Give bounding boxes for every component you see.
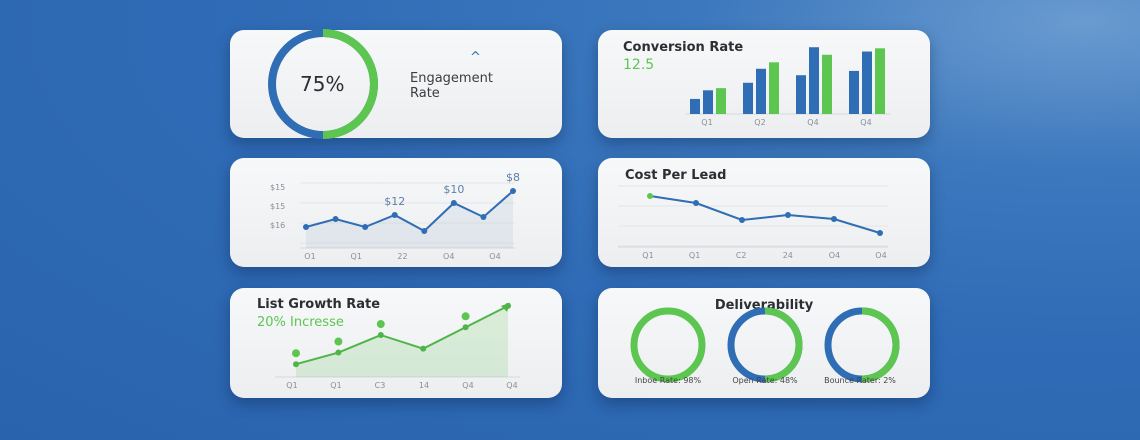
y-tick-label: $16 [270,221,285,230]
x-tick-label: Q2 [754,118,765,127]
data-point [335,349,342,356]
x-tick-label: Q4 [462,381,473,390]
x-tick-label: C2 [736,251,747,260]
data-point [877,230,883,236]
x-tick-label: O4 [443,252,454,261]
point-label: $8 [506,171,520,184]
x-tick-label: Q1 [286,381,297,390]
x-tick-label: Q1 [330,381,341,390]
cost-per-lead-card: Cost Per Lead Q1 Q1 C2 24 O4 O4 [598,158,930,267]
series-line [649,195,881,234]
ring-label: Open Rate: 48% [732,376,798,385]
list-growth-subtitle: 20% Incresse [257,315,344,330]
y-tick-label: $15 [270,183,285,192]
data-point [450,200,457,206]
ring-label: Bounce Rater: 2% [824,376,896,385]
revenue-card: O1 Q1 22 O4 O4 $15 $15 $16 $12 $10 $8 [230,158,562,267]
x-tick-label: 22 [397,252,407,261]
donut-green-segment [322,29,378,139]
bar [756,68,766,114]
point-label: $12 [384,195,405,208]
drop-icon [376,320,385,329]
x-tick-label: O1 [304,252,315,261]
data-point [293,361,299,368]
arrow-head-icon [501,302,510,312]
data-point [693,200,699,206]
data-point [421,228,428,234]
data-point [831,216,837,222]
deliverability-card: Deliverability Inboe Rate: 98% Open Rate… [598,288,930,398]
drop-icon [461,312,470,321]
data-point [391,212,398,218]
deliverability-rings [630,307,900,383]
x-tick-label: Q4 [860,118,871,127]
bar [690,98,700,114]
x-tick-label: C3 [375,381,386,390]
x-tick-label: O4 [489,252,500,261]
engagement-label-line1: Engagement [410,71,493,86]
data-point [462,324,469,331]
engagement-label: Engagement Rate [410,71,493,101]
ring-green-segment [630,307,706,383]
data-point [332,216,339,222]
deliverability-title: Deliverability [714,298,814,313]
x-tick-label: O4 [829,251,840,260]
bar [809,47,819,114]
bar [716,88,726,114]
conversion-title: Conversion Rate [623,40,744,55]
area-fill [296,305,508,377]
bar [849,70,859,114]
data-point [785,212,791,218]
area-fill [306,191,513,248]
data-point [362,224,369,230]
list-growth-title: List Growth Rate [257,297,381,312]
bar [796,75,806,114]
series-line [305,190,514,233]
bar [703,90,713,114]
data-point [420,345,427,352]
data-point [647,193,653,199]
point-label: $10 [443,183,464,196]
data-point [739,217,745,223]
x-tick-label: Q1 [351,252,362,261]
x-tick-label: Q1 [701,118,712,127]
x-tick-label: Q1 [642,251,653,260]
data-point [377,332,384,339]
drop-icon [292,349,300,358]
drop-icon [334,337,343,346]
conversion-card: Conversion Rate 12.5 Q1 Q2 Q4 Q4 [598,30,930,138]
conversion-bar-chart: Q1 Q2 Q4 Q4 [686,47,890,127]
cost-per-lead-title: Cost Per Lead [625,168,727,183]
x-tick-label: Q1 [689,251,700,260]
x-tick-label: Q4 [807,118,818,127]
list-growth-card: List Growth Rate 20% Incresse Q1 Q1 C3 14 Q4… [230,288,562,398]
x-tick-label: 24 [783,251,793,260]
ring-green-segment [764,307,803,383]
ring-label: Inboe Rate: 98% [634,376,702,385]
bar [862,51,872,114]
engagement-card: 75% ^ Engagement Rate [230,29,562,139]
bar [875,48,885,114]
engagement-donut [268,29,378,139]
engagement-label-line2: Rate [410,86,440,101]
cost-per-lead-chart: Q1 Q1 C2 24 O4 O4 [618,185,888,260]
engagement-value: 75% [300,72,345,96]
x-tick-label: 14 [419,381,429,390]
data-point [510,188,516,194]
data-point [303,224,309,230]
chevron-up-icon: ^ [470,50,481,65]
series-line [295,304,509,366]
bar [822,54,832,114]
bar [769,62,779,114]
list-growth-chart: Q1 Q1 C3 14 Q4 Q4 [275,302,520,390]
bar [743,82,753,114]
x-tick-label: O4 [875,251,886,260]
x-tick-label: Q4 [506,381,517,390]
data-point [480,214,487,220]
ring-green-segment [861,307,900,383]
revenue-line-chart: O1 Q1 22 O4 O4 $15 $15 $16 $12 $10 $8 [270,171,520,261]
conversion-value: 12.5 [623,57,655,73]
y-tick-label: $15 [270,202,285,211]
